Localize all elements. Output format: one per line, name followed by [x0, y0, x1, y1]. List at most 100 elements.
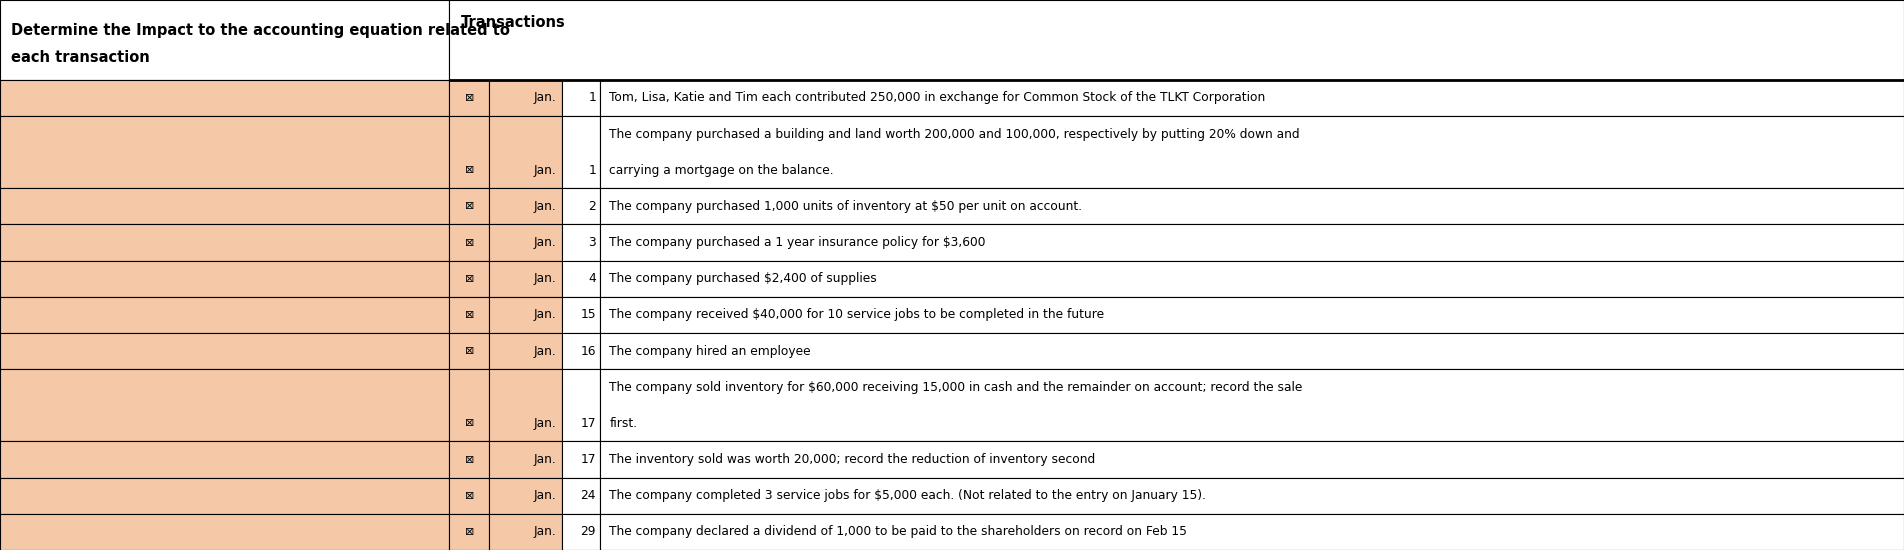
Bar [562, 116, 600, 188]
Text: The company purchased $2,400 of supplies: The company purchased $2,400 of supplies [609, 272, 878, 285]
Text: Jan.: Jan. [533, 200, 556, 213]
Bar [562, 514, 600, 550]
Text: ⊠: ⊠ [465, 274, 474, 284]
Bar [489, 188, 562, 224]
Text: The company purchased 1,000 units of inventory at $50 per unit on account.: The company purchased 1,000 units of inv… [609, 200, 1081, 213]
Bar [600, 116, 1904, 188]
Text: 29: 29 [581, 525, 596, 538]
Text: The company sold inventory for $60,000 receiving 15,000 in cash and the remainde: The company sold inventory for $60,000 r… [609, 381, 1302, 394]
Text: 1: 1 [588, 91, 596, 104]
Bar [562, 297, 600, 333]
Bar [489, 333, 562, 369]
Text: 17: 17 [581, 417, 596, 430]
Bar [489, 116, 562, 188]
Bar [0, 80, 449, 116]
Text: The company hired an employee: The company hired an employee [609, 344, 811, 358]
Text: ⊠: ⊠ [465, 527, 474, 537]
Bar [489, 297, 562, 333]
Text: Jan.: Jan. [533, 236, 556, 249]
Bar [489, 261, 562, 297]
Bar [600, 333, 1904, 369]
Bar [0, 442, 449, 477]
Text: Determine the Impact to the accounting equation related to: Determine the Impact to the accounting e… [11, 23, 510, 38]
Bar [0, 333, 449, 369]
Bar [600, 261, 1904, 297]
Bar [449, 369, 489, 442]
Bar [449, 80, 489, 116]
Text: Jan.: Jan. [533, 344, 556, 358]
Text: Jan.: Jan. [533, 525, 556, 538]
Bar [0, 188, 449, 224]
Text: The inventory sold was worth 20,000; record the reduction of inventory second: The inventory sold was worth 20,000; rec… [609, 453, 1095, 466]
Bar [0, 0, 449, 80]
Bar [449, 261, 489, 297]
Bar [562, 477, 600, 514]
Text: The company declared a dividend of 1,000 to be paid to the shareholders on recor: The company declared a dividend of 1,000… [609, 525, 1188, 538]
Bar [600, 442, 1904, 477]
Text: 15: 15 [581, 309, 596, 321]
Bar [600, 369, 1904, 442]
Bar [0, 514, 449, 550]
Text: ⊠: ⊠ [465, 491, 474, 501]
Text: Tom, Lisa, Katie and Tim each contributed 250,000 in exchange for Common Stock o: Tom, Lisa, Katie and Tim each contribute… [609, 91, 1266, 104]
Bar [600, 188, 1904, 224]
Text: 3: 3 [588, 236, 596, 249]
Text: 17: 17 [581, 453, 596, 466]
Text: ⊠: ⊠ [465, 419, 474, 428]
Text: carrying a mortgage on the balance.: carrying a mortgage on the balance. [609, 164, 834, 177]
Text: Jan.: Jan. [533, 164, 556, 177]
Text: Jan.: Jan. [533, 453, 556, 466]
Bar [0, 477, 449, 514]
Bar [562, 80, 600, 116]
Bar [0, 224, 449, 261]
Bar [489, 80, 562, 116]
Bar [600, 80, 1904, 116]
Text: 1: 1 [588, 164, 596, 177]
Bar [0, 297, 449, 333]
Bar [449, 333, 489, 369]
Bar [562, 261, 600, 297]
Text: ⊠: ⊠ [465, 93, 474, 103]
Text: 2: 2 [588, 200, 596, 213]
Bar [562, 188, 600, 224]
Bar [600, 224, 1904, 261]
Text: 4: 4 [588, 272, 596, 285]
Bar [449, 442, 489, 477]
Bar [449, 514, 489, 550]
Text: Jan.: Jan. [533, 272, 556, 285]
Bar [449, 116, 489, 188]
Text: each transaction: each transaction [11, 50, 150, 65]
Text: The company purchased a 1 year insurance policy for $3,600: The company purchased a 1 year insurance… [609, 236, 986, 249]
Bar [489, 477, 562, 514]
Text: Jan.: Jan. [533, 309, 556, 321]
Bar [449, 188, 489, 224]
Text: ⊠: ⊠ [465, 238, 474, 248]
Text: first.: first. [609, 417, 638, 430]
Text: ⊠: ⊠ [465, 454, 474, 465]
Text: 16: 16 [581, 344, 596, 358]
Text: ⊠: ⊠ [465, 346, 474, 356]
Bar [0, 369, 449, 442]
Bar [600, 297, 1904, 333]
Text: Jan.: Jan. [533, 417, 556, 430]
Bar [0, 261, 449, 297]
Bar [449, 0, 1904, 80]
Text: 24: 24 [581, 490, 596, 502]
Bar [600, 477, 1904, 514]
Bar [600, 514, 1904, 550]
Bar [489, 369, 562, 442]
Bar [562, 442, 600, 477]
Text: ⊠: ⊠ [465, 310, 474, 320]
Bar [449, 477, 489, 514]
Bar [489, 514, 562, 550]
Bar [562, 333, 600, 369]
Bar [449, 224, 489, 261]
Bar [0, 116, 449, 188]
Bar [562, 224, 600, 261]
Text: The company received $40,000 for 10 service jobs to be completed in the future: The company received $40,000 for 10 serv… [609, 309, 1104, 321]
Bar [562, 369, 600, 442]
Text: Jan.: Jan. [533, 490, 556, 502]
Text: ⊠: ⊠ [465, 165, 474, 175]
Bar [489, 442, 562, 477]
Text: Jan.: Jan. [533, 91, 556, 104]
